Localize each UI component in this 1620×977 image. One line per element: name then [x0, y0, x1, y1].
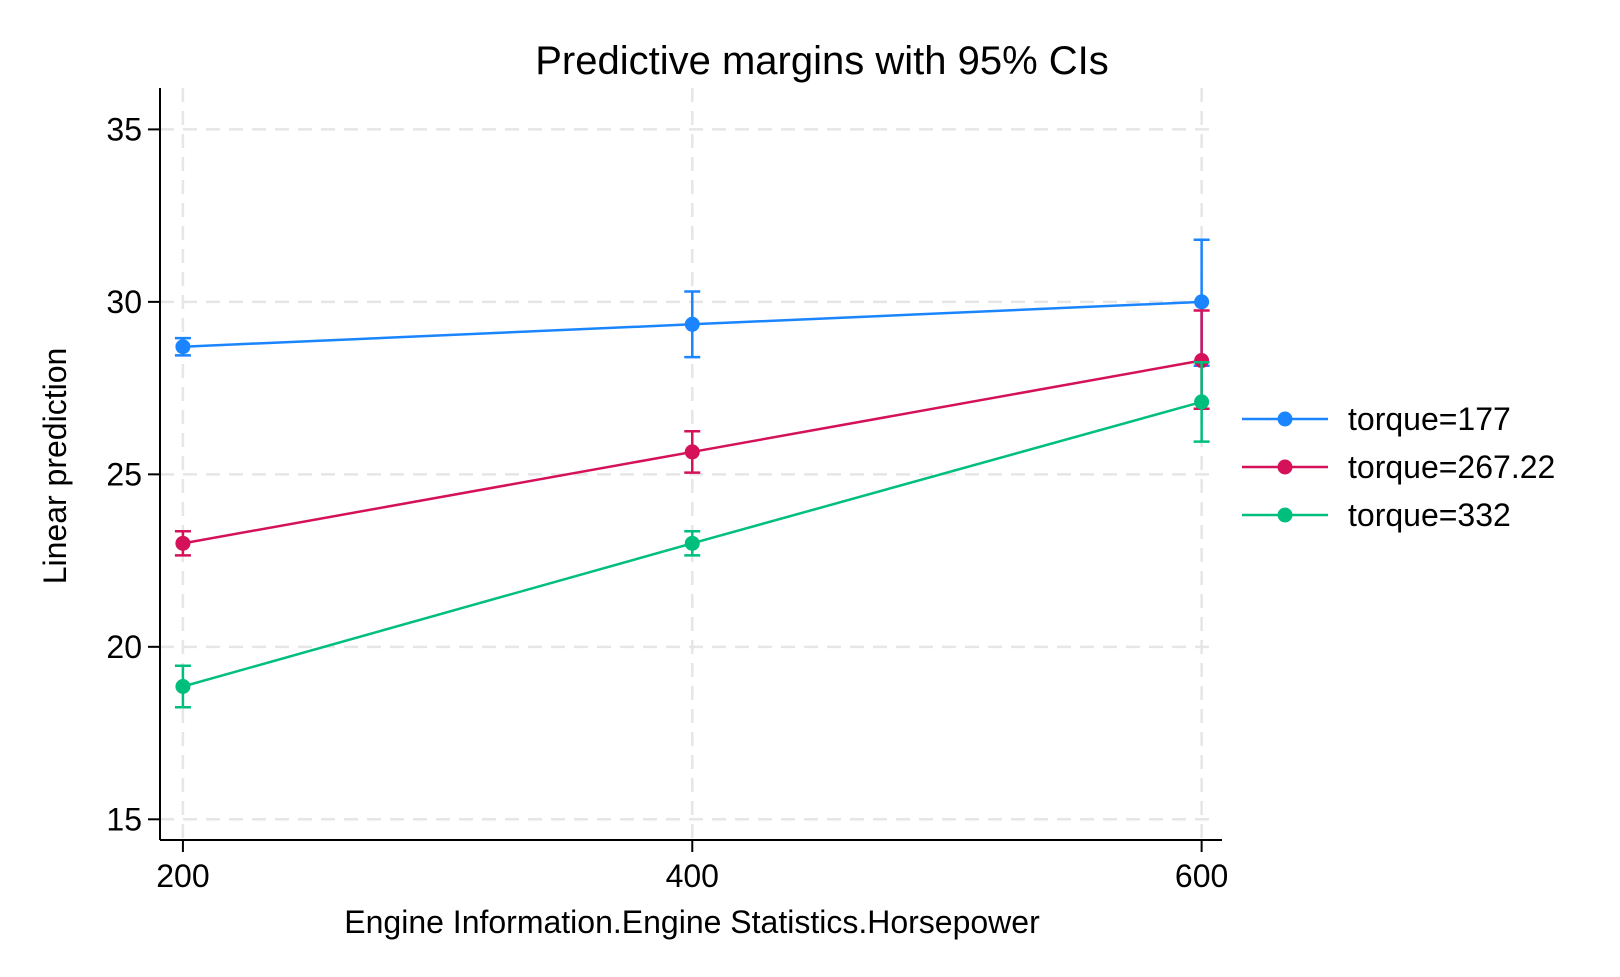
y-tick-label: 35	[106, 111, 142, 147]
axes: 15 20 25 30 35 200 400 600	[106, 88, 1228, 894]
legend-label: torque=267.22	[1348, 449, 1555, 485]
data-point	[175, 678, 191, 694]
legend-item-1: torque=177	[1242, 401, 1511, 437]
data-point	[1194, 353, 1210, 369]
y-axis-title: Linear prediction	[37, 348, 73, 585]
data-point	[1194, 394, 1210, 410]
legend-label: torque=332	[1348, 497, 1511, 533]
data-point	[175, 339, 191, 355]
data-point	[684, 316, 700, 332]
legend-marker	[1277, 411, 1293, 427]
legend-item-2: torque=267.22	[1242, 449, 1555, 485]
x-axis-title: Engine Information.Engine Statistics.Hor…	[344, 904, 1040, 940]
y-tick-label: 20	[106, 629, 142, 665]
legend: torque=177 torque=267.22 torque=332	[1242, 401, 1555, 533]
data-point	[175, 535, 191, 551]
y-tick-label: 25	[106, 456, 142, 492]
x-tick-label: 600	[1175, 858, 1228, 894]
legend-marker	[1277, 507, 1293, 523]
data-point	[684, 444, 700, 460]
y-tick-label: 30	[106, 284, 142, 320]
data-point	[1194, 294, 1210, 310]
x-tick-label: 400	[666, 858, 719, 894]
data-point	[684, 535, 700, 551]
legend-item-3: torque=332	[1242, 497, 1511, 533]
chart-title: Predictive margins with 95% CIs	[535, 39, 1109, 83]
legend-label: torque=177	[1348, 401, 1511, 437]
y-tick-label: 15	[106, 801, 142, 837]
series-3	[174, 360, 1210, 709]
legend-marker	[1277, 459, 1293, 475]
series-layer	[174, 238, 1210, 709]
x-tick-label: 200	[156, 858, 209, 894]
